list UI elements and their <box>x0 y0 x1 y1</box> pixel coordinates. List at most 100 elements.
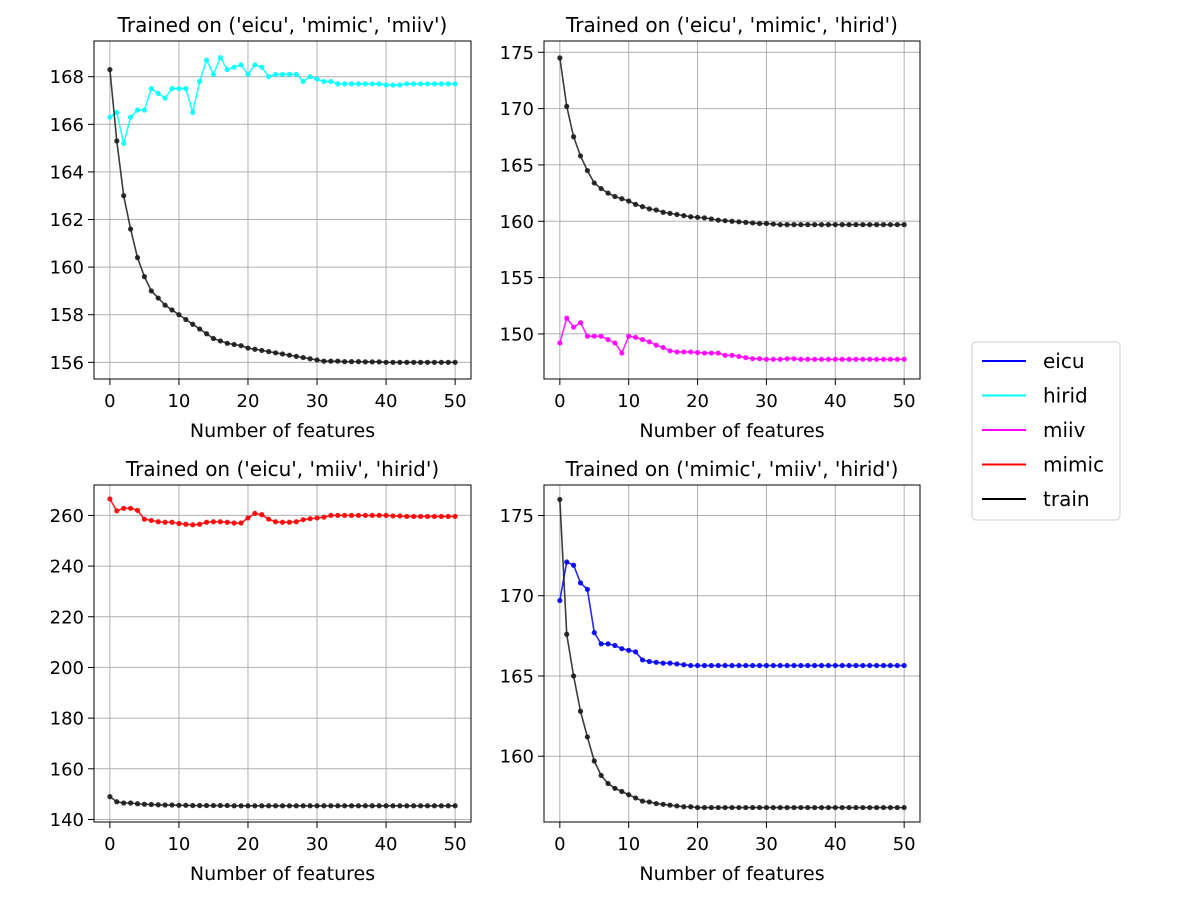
legend-label-train: train <box>1043 487 1090 511</box>
data-point <box>867 356 873 362</box>
data-point <box>141 107 148 113</box>
data-point <box>784 804 790 811</box>
data-point <box>424 359 431 365</box>
data-point <box>626 792 632 798</box>
data-point <box>121 505 127 511</box>
data-point <box>328 78 334 85</box>
data-point <box>114 138 120 144</box>
data-point <box>750 804 756 811</box>
data-point <box>867 804 873 811</box>
data-point <box>369 81 375 87</box>
data-point <box>832 222 838 228</box>
data-point <box>438 359 444 365</box>
data-point <box>404 803 410 809</box>
data-point <box>362 81 368 87</box>
x-tick-label: 0 <box>554 391 565 412</box>
data-point <box>390 803 396 809</box>
y-tick-label: 160 <box>500 212 534 233</box>
subplot-2: 0 10 20 30 40 50 150 155 160 165 170 175 Trained on … <box>500 13 921 442</box>
data-point <box>715 350 721 356</box>
x-tick-label: 40 <box>824 834 847 855</box>
data-point <box>438 803 444 809</box>
data-point <box>404 513 410 520</box>
data-point <box>183 802 189 808</box>
data-point <box>245 71 251 77</box>
data-point <box>880 662 887 669</box>
y-tick-label: 155 <box>500 268 534 289</box>
data-point <box>445 803 451 809</box>
x-axis-label: Number of features <box>639 420 824 442</box>
data-point <box>729 352 735 358</box>
data-point <box>383 359 389 365</box>
data-point <box>431 803 438 809</box>
data-point <box>252 510 258 516</box>
data-point <box>812 222 818 228</box>
data-point <box>791 804 797 811</box>
data-point <box>224 519 230 525</box>
data-point <box>639 798 646 804</box>
data-point <box>591 333 597 339</box>
data-point <box>715 662 721 669</box>
data-point <box>667 660 673 666</box>
data-point <box>639 204 646 210</box>
data-point <box>307 516 313 522</box>
data-point <box>376 359 382 365</box>
data-point <box>321 78 327 85</box>
data-point <box>818 662 825 669</box>
data-point <box>231 64 237 70</box>
data-point <box>708 216 714 222</box>
data-point <box>571 673 577 679</box>
data-point <box>114 799 120 805</box>
data-point <box>252 62 258 68</box>
data-point <box>107 496 113 502</box>
data-point <box>612 642 618 649</box>
data-point <box>564 559 570 565</box>
data-point <box>293 519 299 525</box>
data-point <box>176 802 182 808</box>
data-point <box>660 209 666 215</box>
data-point <box>812 356 818 362</box>
data-point <box>812 804 818 811</box>
data-point <box>162 95 168 101</box>
data-point <box>362 512 368 519</box>
data-point <box>286 352 293 358</box>
data-point <box>314 357 320 363</box>
data-point <box>155 519 161 525</box>
data-point <box>127 114 134 120</box>
data-point <box>839 804 845 811</box>
data-point <box>901 662 907 669</box>
x-axis-label: Number of features <box>190 420 375 442</box>
data-point <box>832 356 838 362</box>
x-tick-label: 50 <box>893 834 916 855</box>
data-point <box>874 804 880 811</box>
data-point <box>832 662 838 669</box>
data-point <box>203 802 210 809</box>
data-point <box>667 210 673 216</box>
data-point <box>846 662 852 669</box>
data-point <box>155 802 161 808</box>
data-point <box>722 662 728 669</box>
data-point <box>653 800 659 807</box>
data-point <box>314 515 320 521</box>
data-point <box>107 794 113 800</box>
data-point <box>155 295 161 301</box>
data-point <box>901 356 907 362</box>
legend-box <box>971 341 1121 521</box>
data-point <box>756 662 763 669</box>
data-point <box>397 359 403 365</box>
data-point <box>314 803 320 809</box>
data-point <box>404 81 410 87</box>
data-point <box>134 255 141 261</box>
data-point <box>715 217 721 223</box>
data-point <box>114 508 120 514</box>
y-tick-label: 200 <box>50 658 84 679</box>
data-point <box>155 90 161 96</box>
data-point <box>293 803 299 809</box>
data-point <box>887 662 893 669</box>
data-point <box>231 520 237 526</box>
data-point <box>694 804 701 811</box>
data-point <box>272 803 279 809</box>
y-tick-label: 164 <box>50 162 84 183</box>
axes-frame <box>543 484 921 823</box>
data-point <box>901 222 907 228</box>
